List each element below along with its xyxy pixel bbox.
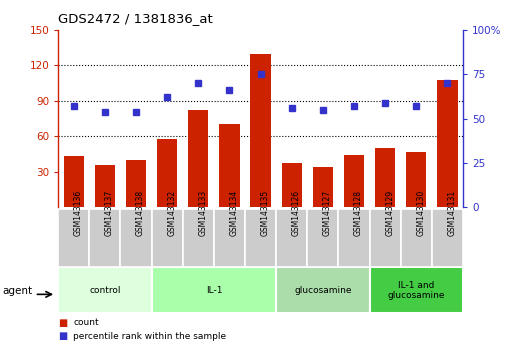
Bar — [338, 209, 369, 267]
Text: control: control — [89, 286, 120, 295]
Bar — [219, 125, 239, 207]
Bar — [276, 267, 369, 313]
Bar — [250, 54, 270, 207]
Bar — [400, 209, 431, 267]
Bar — [244, 209, 276, 267]
Text: ■: ■ — [58, 318, 67, 328]
Bar — [120, 209, 152, 267]
Text: GSM143138: GSM143138 — [136, 190, 145, 236]
Text: IL-1 and
glucosamine: IL-1 and glucosamine — [387, 281, 444, 300]
Bar — [89, 209, 120, 267]
Text: GSM143127: GSM143127 — [322, 190, 331, 236]
Text: GSM143129: GSM143129 — [384, 190, 393, 236]
Bar — [343, 155, 364, 207]
Bar — [152, 209, 182, 267]
Bar — [431, 209, 462, 267]
Bar — [312, 167, 332, 207]
Bar — [276, 209, 307, 267]
Text: GSM143137: GSM143137 — [105, 190, 114, 236]
Text: ■: ■ — [58, 331, 67, 341]
Text: GSM143136: GSM143136 — [74, 190, 83, 236]
Text: GSM143132: GSM143132 — [167, 190, 176, 236]
Text: GSM143126: GSM143126 — [291, 190, 300, 236]
Text: GSM143128: GSM143128 — [354, 190, 362, 236]
Text: GSM143131: GSM143131 — [446, 190, 456, 236]
Bar — [307, 209, 338, 267]
Text: count: count — [73, 318, 99, 327]
Bar — [94, 165, 115, 207]
Text: agent: agent — [3, 286, 33, 296]
Bar — [157, 139, 177, 207]
Bar — [436, 80, 457, 207]
Text: IL-1: IL-1 — [205, 286, 222, 295]
Text: GSM143134: GSM143134 — [229, 190, 238, 236]
Bar — [152, 267, 276, 313]
Text: GDS2472 / 1381836_at: GDS2472 / 1381836_at — [58, 12, 213, 25]
Bar — [64, 156, 84, 207]
Text: GSM143135: GSM143135 — [260, 190, 269, 236]
Bar — [214, 209, 244, 267]
Bar — [126, 160, 146, 207]
Bar — [369, 209, 400, 267]
Text: GSM143133: GSM143133 — [198, 190, 207, 236]
Bar — [281, 164, 301, 207]
Bar — [374, 148, 394, 207]
Bar — [369, 267, 462, 313]
Bar — [182, 209, 214, 267]
Bar — [58, 267, 152, 313]
Text: GSM143130: GSM143130 — [416, 190, 424, 236]
Bar — [58, 209, 89, 267]
Text: glucosamine: glucosamine — [293, 286, 351, 295]
Text: percentile rank within the sample: percentile rank within the sample — [73, 332, 226, 341]
Bar — [188, 110, 208, 207]
Bar — [406, 152, 426, 207]
